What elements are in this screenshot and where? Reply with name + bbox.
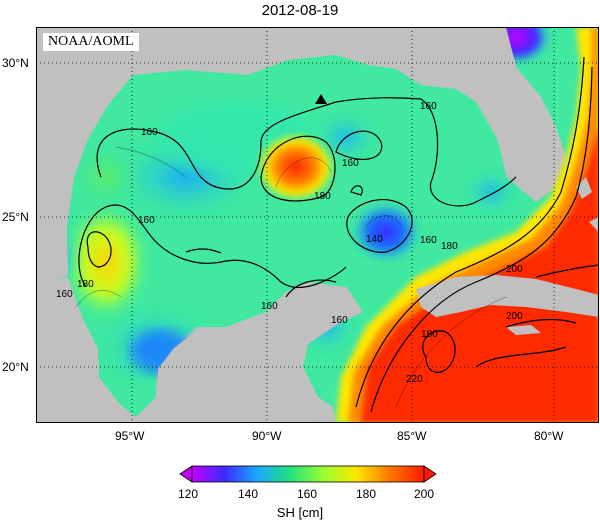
- colorbar-tick: 160: [297, 487, 318, 501]
- contour-label: 180: [421, 329, 438, 340]
- colorbar-left-arrow: [179, 465, 193, 483]
- contour-label: 220: [406, 374, 423, 385]
- lat-tick-20n: 20°N: [2, 360, 29, 374]
- contour-label: 160: [141, 127, 158, 138]
- map-border: [36, 27, 599, 423]
- contour-label: 160: [420, 235, 437, 246]
- contour-label: 140: [366, 234, 383, 245]
- lon-tick-90w: 90°W: [252, 429, 282, 443]
- contour-label: 160: [261, 301, 278, 312]
- contour-label: 160: [56, 289, 73, 300]
- lon-tick-95w: 95°W: [115, 429, 145, 443]
- contour-label: 160: [331, 315, 348, 326]
- sea-height-map: 160 160 160 160 160 160 160 180 180 180 …: [36, 27, 599, 423]
- minor-contours: [75, 146, 507, 408]
- lat-tick-25n: 25°N: [2, 210, 29, 224]
- contour-label: 160: [138, 215, 155, 226]
- contour-label: 200: [506, 264, 523, 275]
- colorbar-right-arrow: [423, 465, 437, 483]
- contour-label: 180: [77, 279, 94, 290]
- contour-label: 180: [314, 191, 331, 202]
- credit-label: NOAA/AOML: [43, 33, 139, 51]
- contour-labels: 160 160 160 160 160 160 160 180 180 180 …: [56, 101, 523, 385]
- colorbar-bar: [191, 465, 425, 483]
- lon-tick-80w: 80°W: [534, 429, 564, 443]
- map-title: 2012-08-19: [261, 2, 339, 19]
- colorbar-tick: 140: [238, 487, 259, 501]
- station-marker-triangle: [315, 94, 327, 104]
- lat-tick-30n: 30°N: [2, 56, 29, 70]
- contour-label: 160: [420, 101, 437, 112]
- contour-lines: [78, 56, 599, 413]
- contour-label: 160: [342, 158, 359, 169]
- lon-tick-85w: 85°W: [397, 429, 427, 443]
- colorbar-title: SH [cm]: [276, 505, 324, 520]
- colorbar-tick: 200: [414, 487, 435, 501]
- land-masses: [36, 27, 599, 423]
- colorbar-tick: 180: [356, 487, 377, 501]
- contour-label: 180: [441, 241, 458, 252]
- colorbar-tick: 120: [178, 487, 199, 501]
- contour-label: 200: [506, 311, 523, 322]
